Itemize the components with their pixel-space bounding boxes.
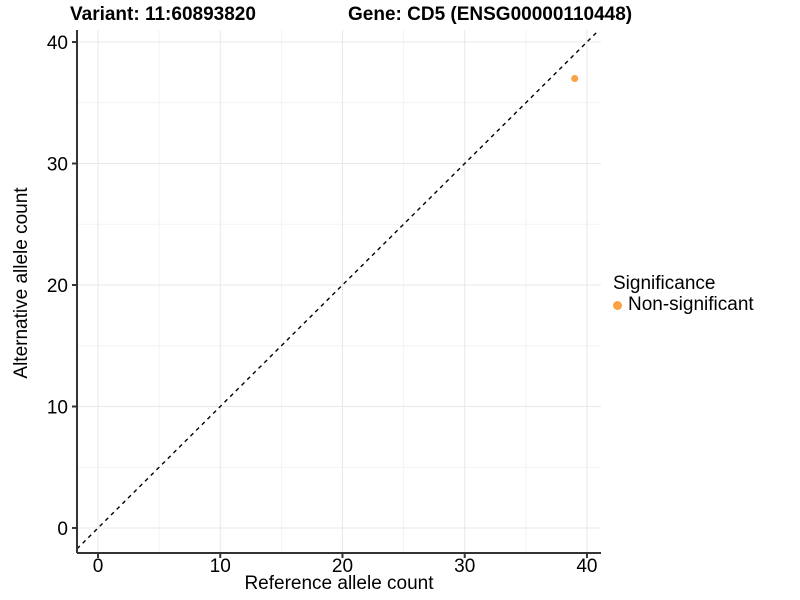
x-tick-label: 30 (454, 556, 475, 577)
x-tick-label: 40 (576, 556, 597, 577)
plot-title-variant: Variant: 11:60893820 (70, 4, 256, 25)
data-point (571, 74, 579, 82)
x-tick-label: 10 (210, 556, 231, 577)
y-tick-label: 20 (47, 276, 68, 297)
x-tick-label: 0 (93, 556, 104, 577)
y-tick-label: 30 (47, 155, 68, 176)
legend-item-label: Non-significant (628, 294, 754, 315)
plot-title-gene: Gene: CD5 (ENSG00000110448) (348, 4, 633, 25)
legend: Significance Non-significant (613, 273, 754, 315)
legend-title: Significance (613, 273, 716, 294)
x-axis-label: Reference allele count (244, 573, 434, 594)
y-axis-label: Alternative allele count (11, 187, 32, 379)
identity-line (76, 29, 600, 550)
y-tick-label: 40 (47, 33, 68, 54)
y-tick-label: 0 (57, 519, 68, 540)
y-tick-label: 10 (47, 397, 68, 418)
legend-item-non-significant: Non-significant (613, 294, 754, 315)
legend-key-dot (613, 300, 622, 310)
x-tick-label: 20 (332, 556, 353, 577)
